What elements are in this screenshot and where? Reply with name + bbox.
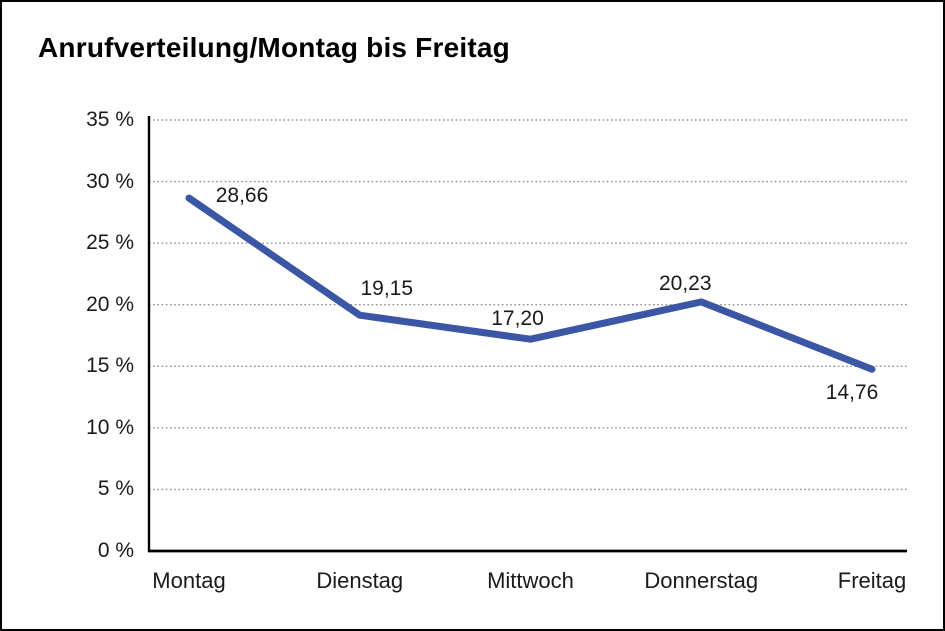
x-axis-category-label: Dienstag [316, 568, 404, 593]
data-line [185, 194, 876, 373]
x-axis-category-label: Montag [152, 568, 226, 593]
data-point-label: 17,20 [491, 307, 544, 331]
x-axis-category-label: Mittwoch [487, 568, 574, 593]
y-axis-tick-label: 30 % [86, 169, 134, 193]
y-axis-tick-label: 25 % [86, 231, 134, 255]
x-axis-category-label: Freitag [837, 568, 907, 593]
chart-title: Anrufverteilung/Montag bis Freitag [38, 32, 510, 63]
y-axis-tick-label: 20 % [86, 292, 134, 316]
y-axis-tick-label: 15 % [86, 354, 134, 378]
y-axis-tick-label: 35 % [86, 108, 134, 131]
x-axis-category-label: Donnerstag [644, 568, 759, 593]
data-point-label: 28,66 [215, 184, 269, 208]
data-point-label: 14,76 [825, 381, 879, 405]
y-axis-tick-label: 5 % [97, 477, 134, 501]
y-axis-tick-label: 0 % [97, 539, 134, 562]
data-point-label: 19,15 [360, 277, 414, 301]
data-point-label: 20,23 [658, 271, 712, 295]
y-axis-tick-label: 10 % [86, 415, 134, 439]
